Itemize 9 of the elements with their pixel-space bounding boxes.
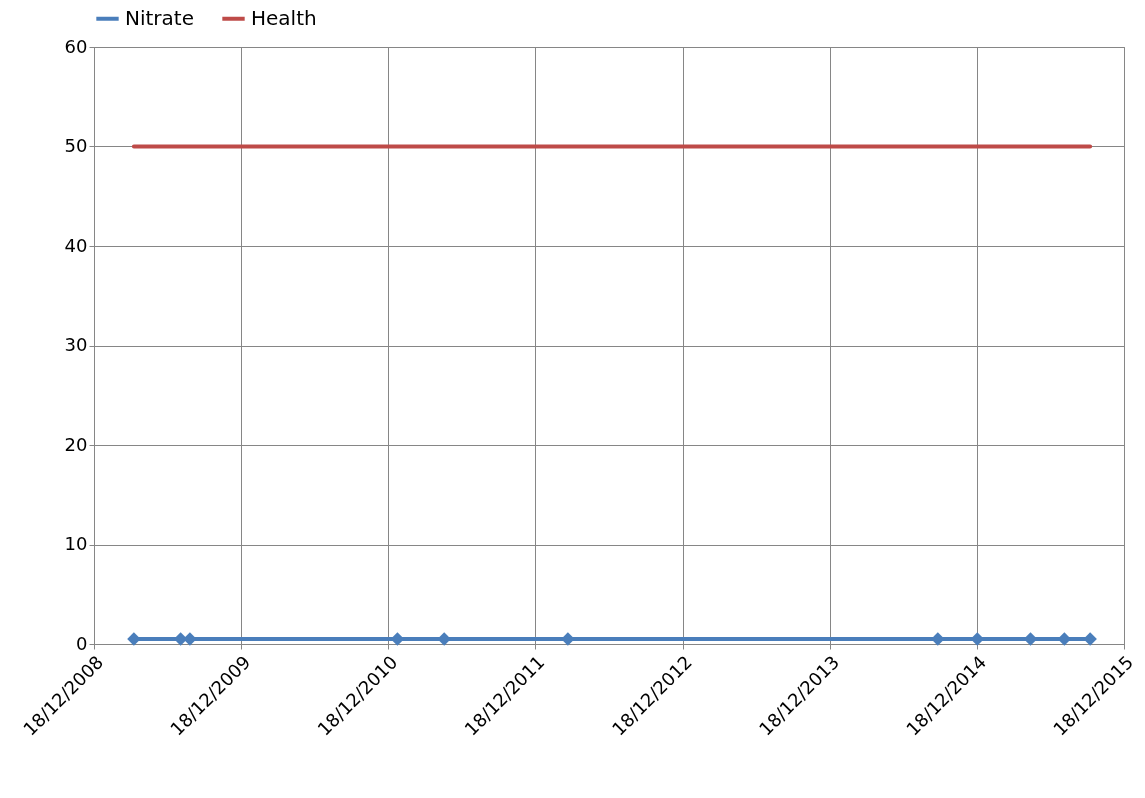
- y-tick-label: 0: [76, 632, 88, 654]
- legend-label: Nitrate: [125, 5, 194, 30]
- y-tick-label: 50: [64, 135, 88, 156]
- y-tick-label: 40: [64, 234, 88, 256]
- y-tick-label: 30: [64, 334, 88, 355]
- y-tick-label: 10: [64, 533, 88, 554]
- legend-label: Health: [251, 5, 317, 30]
- y-tick-label: 60: [64, 35, 88, 57]
- y-tick-label: 20: [64, 433, 88, 455]
